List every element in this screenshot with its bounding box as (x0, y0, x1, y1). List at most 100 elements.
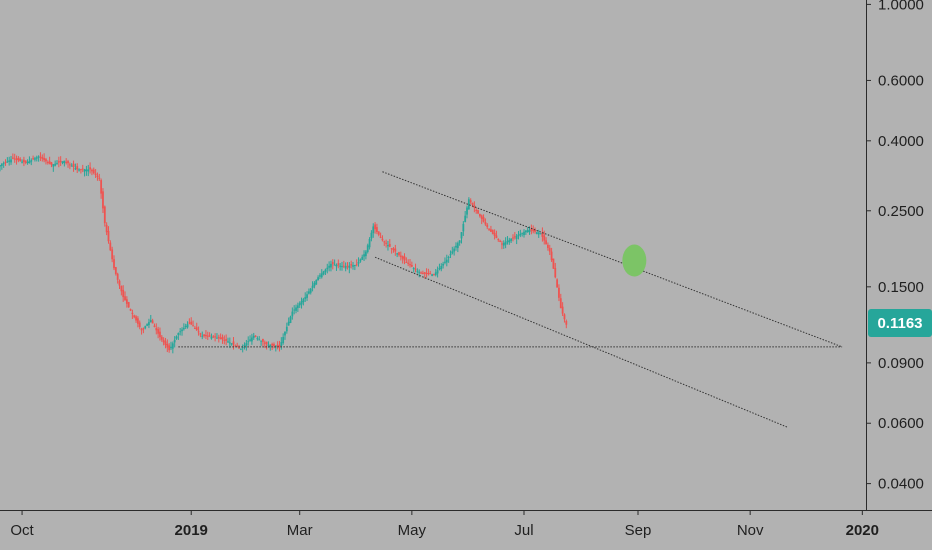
candle (232, 337, 235, 350)
candle (521, 232, 524, 237)
x-tick-label: Oct (10, 522, 34, 539)
x-axis[interactable]: Oct 2019 Mar May Jul Sep Nov 2020 (10, 510, 879, 539)
candle (543, 230, 546, 245)
candle (201, 331, 204, 340)
descending-channel-upper[interactable] (382, 171, 843, 348)
candle (160, 334, 163, 342)
y-tick-label: 0.2500 (878, 203, 924, 220)
candle (306, 291, 308, 301)
candle (298, 301, 301, 308)
candle (547, 242, 549, 251)
candle (379, 232, 382, 239)
candle (76, 163, 79, 174)
y-tick-label: 1.0000 (878, 0, 924, 13)
descending-channel-lower[interactable] (374, 256, 788, 428)
candle (407, 259, 410, 267)
candle (206, 331, 209, 341)
candle (282, 333, 285, 345)
candle (291, 307, 294, 320)
candle (37, 155, 40, 162)
candle (61, 161, 64, 165)
target-marker[interactable] (622, 244, 647, 277)
candle (410, 261, 413, 268)
candle (70, 163, 73, 167)
candle (339, 262, 342, 271)
candles-layer (0, 152, 568, 354)
candle (8, 156, 11, 166)
candle (122, 285, 125, 302)
candle (370, 230, 373, 242)
candle (517, 230, 520, 240)
candle (438, 263, 441, 271)
candle (440, 263, 443, 272)
candle (133, 314, 136, 319)
candle (559, 293, 562, 309)
y-tick-label: 0.0900 (878, 355, 924, 372)
candle (164, 337, 167, 349)
candle (116, 272, 119, 284)
candle (4, 159, 7, 166)
candle (45, 157, 47, 165)
candle (466, 205, 468, 219)
candle (11, 153, 14, 160)
candle (392, 247, 395, 253)
candle (195, 322, 198, 331)
candle (230, 343, 233, 346)
candle (445, 254, 448, 267)
x-tick-label: 2019 (175, 522, 208, 539)
x-tick-label: Jul (514, 522, 533, 539)
candle (98, 173, 101, 181)
candle (341, 261, 343, 271)
candle (331, 259, 334, 270)
candle (205, 330, 207, 340)
candle (537, 229, 540, 238)
candle (109, 240, 112, 252)
candle (54, 160, 57, 167)
y-axis[interactable]: 1.0000 0.6000 0.4000 0.2500 0.1500 0.0900 0.06… (866, 0, 924, 493)
candle (175, 335, 178, 340)
candle (236, 342, 239, 348)
candle (114, 266, 117, 276)
candle (348, 262, 351, 274)
candle (510, 238, 513, 243)
candle (355, 259, 358, 267)
candle (319, 273, 321, 280)
candle (239, 348, 242, 351)
candle (177, 332, 180, 340)
candle (366, 243, 369, 254)
candle (495, 230, 498, 239)
candle (478, 213, 481, 218)
candle (127, 301, 130, 308)
candle (87, 164, 90, 177)
candle (2, 161, 5, 168)
candle (249, 335, 251, 342)
candle (136, 316, 139, 328)
candle (383, 240, 386, 246)
candle (353, 264, 356, 271)
candle (271, 342, 274, 351)
candle (403, 253, 406, 265)
candle (330, 260, 332, 272)
candle (473, 201, 476, 213)
candle (0, 162, 3, 170)
candle (254, 335, 257, 338)
x-tick-label: Sep (625, 522, 652, 539)
candle (250, 333, 253, 345)
candle (153, 323, 156, 328)
candle (6, 157, 9, 163)
candle (193, 325, 196, 329)
y-tick-label: 0.0600 (878, 415, 924, 432)
candle (276, 341, 279, 350)
candle (333, 259, 336, 266)
candle (467, 197, 470, 210)
candle (513, 232, 516, 240)
candle (85, 165, 88, 176)
candle (565, 319, 568, 329)
candle (423, 272, 426, 279)
candle (541, 227, 544, 242)
candle (300, 297, 303, 309)
candle (363, 250, 365, 262)
